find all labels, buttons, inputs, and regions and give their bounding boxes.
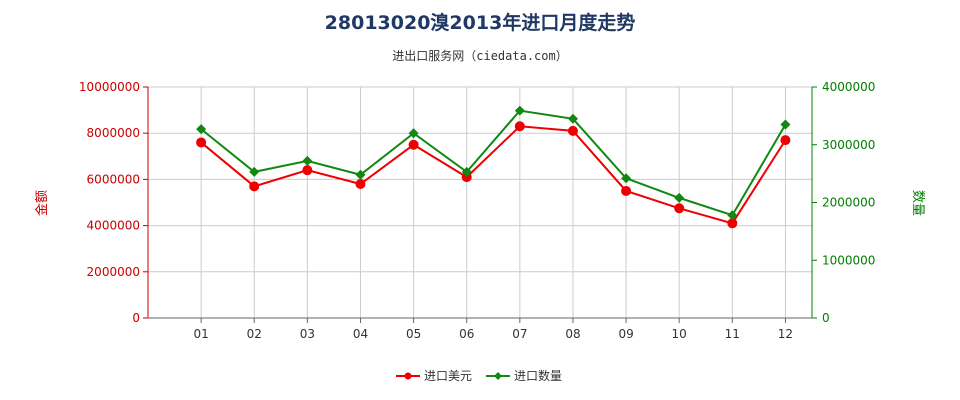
x-tick-label: 02 (247, 327, 262, 341)
legend-label: 进口美元 (424, 369, 472, 383)
y-tick-label-left: 10000000 (79, 80, 140, 94)
data-point (727, 210, 738, 221)
data-point (461, 172, 472, 183)
y-tick-label-right: 3000000 (822, 138, 875, 152)
y-tick-label-left: 8000000 (87, 126, 140, 140)
y-tick-label-right: 0 (822, 311, 830, 325)
legend-marker (404, 372, 412, 380)
y-tick-label-left: 2000000 (87, 265, 140, 279)
grid (148, 86, 812, 318)
data-point (249, 181, 260, 192)
data-point (196, 137, 207, 148)
chart-subtitle: 进出口服务网（ciedata.com） (392, 49, 568, 63)
data-point (567, 125, 578, 136)
y-tick-label-left: 0 (132, 311, 140, 325)
data-point (674, 203, 685, 214)
series-line (200, 109, 787, 217)
data-point (514, 121, 525, 132)
tick-labels: 0200000040000006000000800000010000000010… (79, 80, 876, 341)
legend-marker (494, 372, 502, 380)
data-point (780, 119, 791, 130)
data-point (302, 165, 313, 176)
data-point (355, 169, 366, 180)
data-point (621, 185, 632, 196)
axes (143, 86, 817, 323)
y-axis-label-right: 数量 (910, 190, 925, 216)
data-point (302, 155, 313, 166)
legend-label: 进口数量 (514, 368, 562, 383)
x-tick-label: 08 (565, 327, 580, 341)
series-line (200, 125, 787, 225)
y-axis-label-left: 金额 (34, 190, 50, 216)
chart-title: 28013020溴2013年进口月度走势 (324, 12, 636, 34)
data-point (567, 113, 578, 124)
x-tick-label: 03 (300, 327, 315, 341)
x-tick-label: 09 (618, 327, 633, 341)
series-group (196, 105, 791, 229)
x-tick-label: 10 (672, 327, 687, 341)
x-tick-label: 11 (725, 327, 740, 341)
x-tick-label: 06 (459, 327, 474, 341)
data-point (514, 105, 525, 116)
data-point (461, 166, 472, 177)
data-point (674, 192, 685, 203)
data-point (249, 166, 260, 177)
y-tick-label-right: 1000000 (822, 253, 875, 267)
legend[interactable]: 进口美元 进口数量 (396, 368, 562, 383)
data-point (621, 173, 632, 184)
y-tick-label-right: 2000000 (822, 196, 875, 210)
data-point (408, 139, 419, 150)
y-tick-label-right: 4000000 (822, 80, 875, 94)
data-point (196, 124, 207, 135)
x-tick-label: 04 (353, 327, 368, 341)
data-point (727, 218, 738, 229)
data-point (408, 128, 419, 139)
data-point (355, 179, 366, 190)
x-tick-label: 05 (406, 327, 421, 341)
y-tick-label-left: 6000000 (87, 172, 140, 186)
x-tick-label: 07 (512, 327, 527, 341)
y-tick-label-left: 4000000 (87, 219, 140, 233)
data-point (780, 135, 791, 146)
x-tick-label: 12 (778, 327, 793, 341)
x-tick-label: 01 (193, 327, 208, 341)
